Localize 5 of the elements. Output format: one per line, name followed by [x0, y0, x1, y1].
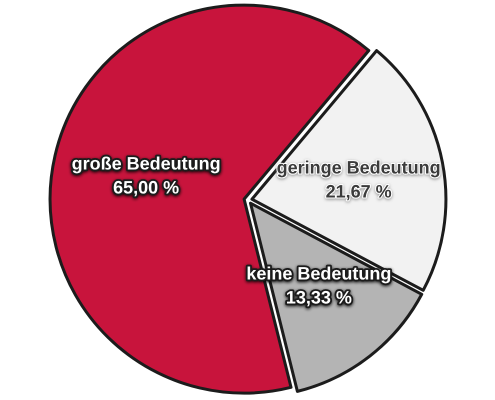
slice-label: geringe Bedeutung — [276, 157, 441, 178]
data-label: 13,33 % — [286, 288, 352, 308]
slice-label: große Bedeutung — [72, 154, 221, 174]
data-label: 21,67 % — [326, 181, 392, 202]
data-label: 65,00 % — [113, 178, 180, 198]
